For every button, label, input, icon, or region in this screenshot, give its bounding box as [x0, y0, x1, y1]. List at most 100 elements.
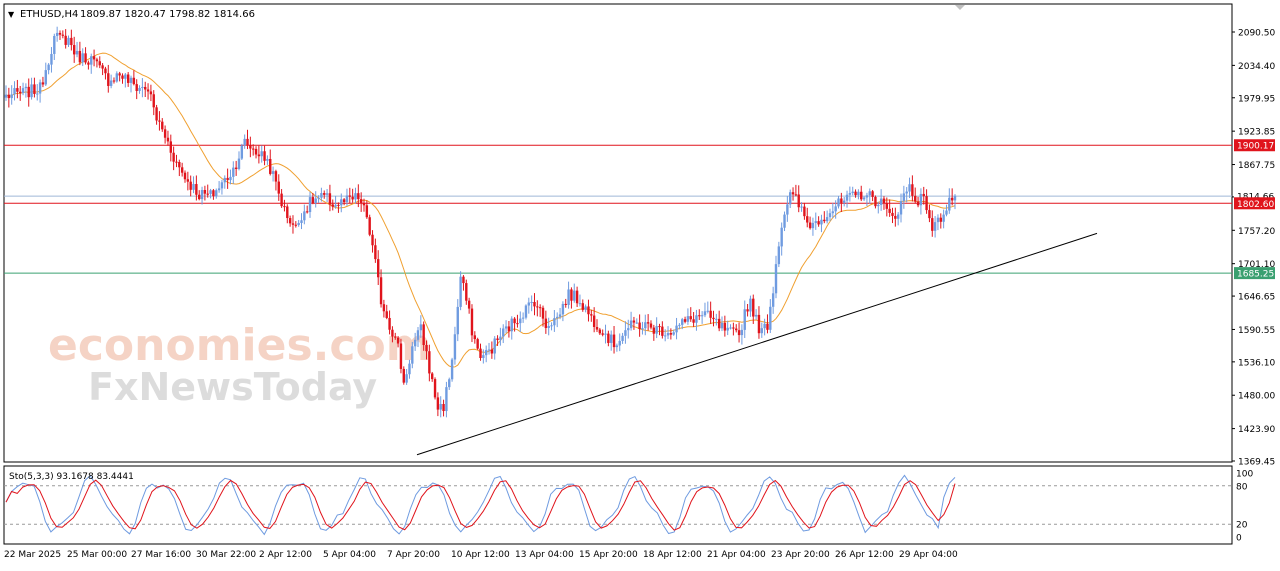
candle-body	[396, 337, 400, 344]
candle-body	[868, 191, 871, 196]
level-badge-1802.60: 1802.60	[1237, 200, 1274, 210]
candle-body	[300, 220, 303, 223]
candle-body	[240, 145, 244, 159]
stoch-panel-frame	[3, 465, 1233, 545]
candle-body	[726, 327, 729, 331]
chart-shift-icon[interactable]	[955, 5, 965, 10]
x-tick-label: 18 Apr 12:00	[643, 550, 702, 560]
candle-body	[55, 32, 59, 36]
candle-body	[777, 246, 781, 265]
candle-body	[825, 217, 829, 222]
candle-body	[206, 193, 209, 195]
y-tick-label: 1423.90	[1238, 425, 1275, 435]
candle-body	[453, 334, 457, 360]
candle-body	[885, 203, 889, 209]
candle-body	[161, 121, 164, 130]
candle-body	[95, 59, 99, 62]
candle-body	[465, 283, 468, 301]
candle-body	[516, 323, 519, 325]
candle-body	[655, 326, 658, 334]
candle-body	[192, 184, 195, 190]
candle-body	[536, 306, 539, 308]
candle-body	[288, 218, 292, 224]
candle-body	[561, 303, 565, 315]
candle-body	[4, 94, 8, 98]
candle-body	[129, 77, 133, 83]
candle-body	[590, 314, 593, 316]
candle-body	[109, 80, 113, 86]
level-badge-1900.17-bg	[1234, 139, 1275, 152]
candle-body	[186, 179, 190, 182]
candle-body	[527, 302, 531, 306]
candle-body	[345, 195, 349, 203]
candle-body	[570, 289, 573, 301]
collapse-arrow-icon[interactable]: ▼	[8, 10, 15, 19]
candle-body	[30, 84, 33, 98]
candle-body	[36, 93, 39, 95]
watermark-economies: economies.com	[48, 320, 432, 371]
level-badge-1802.60-bg	[1234, 197, 1275, 210]
candle-body	[243, 138, 246, 146]
candle-body	[499, 336, 502, 341]
candle-body	[331, 204, 334, 207]
candle-body	[183, 172, 187, 180]
candle-body	[547, 326, 550, 328]
candle-body	[789, 192, 792, 205]
candle-body	[419, 324, 423, 331]
x-tick-label: 26 Apr 12:00	[835, 550, 894, 560]
candle-body	[249, 145, 252, 149]
candle-body	[217, 188, 221, 191]
candle-body	[573, 290, 576, 301]
candle-body	[337, 204, 340, 206]
candle-body	[911, 184, 914, 196]
y-tick-label: 1590.55	[1238, 326, 1275, 336]
x-tick-label: 29 Apr 04:00	[899, 550, 958, 560]
candle-body	[328, 193, 332, 205]
candle-body	[871, 191, 874, 197]
candle-body	[212, 190, 215, 197]
candle-body	[436, 397, 440, 410]
candle-body	[232, 167, 235, 177]
candle-body	[641, 328, 644, 330]
candle-body	[359, 199, 363, 203]
y-tick-label: 1979.95	[1238, 94, 1275, 104]
candle-body	[595, 326, 599, 330]
candle-body	[538, 307, 542, 309]
candle-body	[271, 171, 275, 174]
candle-body	[467, 300, 471, 309]
stoch-tick-label: 80	[1236, 482, 1248, 492]
x-tick-label: 2 Apr 12:00	[259, 550, 312, 560]
candle-body	[456, 306, 459, 335]
candle-body	[124, 74, 127, 79]
candle-body	[98, 61, 101, 66]
candle-body	[638, 322, 641, 330]
candle-body	[928, 210, 931, 219]
trendline[interactable]	[416, 232, 1098, 456]
candle-body	[681, 319, 684, 325]
candle-body	[351, 196, 354, 200]
candle-body	[902, 193, 906, 202]
candle-body	[175, 161, 178, 163]
candle-body	[689, 316, 692, 320]
candle-body	[61, 34, 65, 36]
candle-body	[7, 94, 11, 99]
candle-body	[448, 379, 451, 388]
candle-body	[942, 214, 945, 222]
candle-body	[476, 339, 479, 349]
candle-body	[894, 215, 897, 219]
candle-body	[541, 307, 545, 319]
candle-body	[64, 35, 67, 45]
candle-body	[760, 328, 763, 334]
candle-body	[357, 193, 360, 200]
candle-body	[50, 53, 53, 65]
candle-body	[749, 298, 752, 312]
candle-body	[121, 75, 124, 79]
candle-body	[44, 70, 47, 85]
candle-body	[865, 195, 869, 198]
candle-body	[683, 319, 687, 322]
candle-body	[592, 315, 596, 327]
candle-body	[908, 184, 911, 192]
candle-body	[209, 190, 212, 194]
candle-body	[223, 177, 226, 183]
candle-body	[487, 349, 491, 351]
